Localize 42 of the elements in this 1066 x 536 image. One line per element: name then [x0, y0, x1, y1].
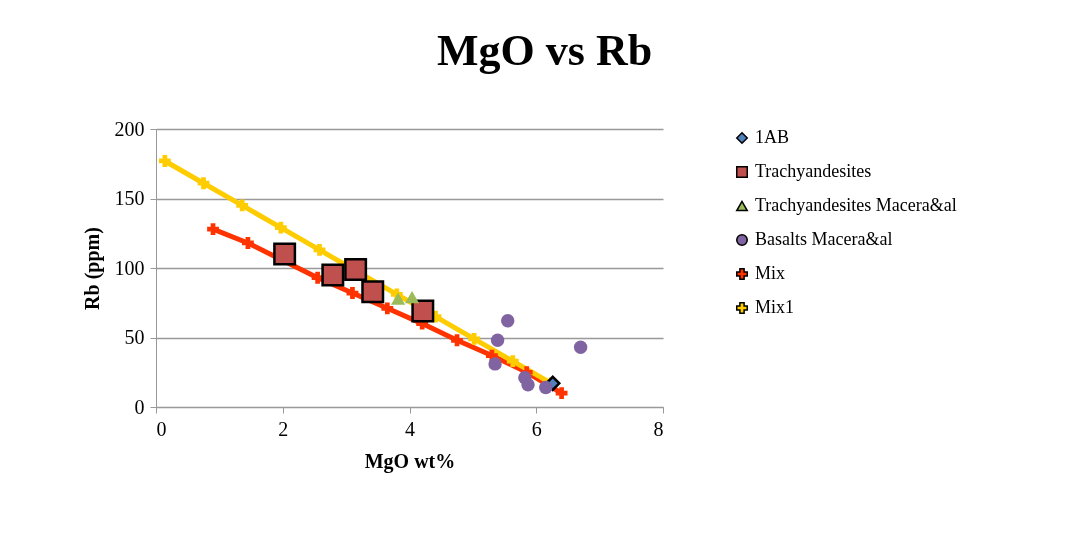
legend-label: Trachyandesites Macera&al: [755, 195, 957, 215]
point: [468, 332, 481, 345]
point: [391, 292, 406, 305]
point: [411, 299, 435, 323]
chart-title: MgO vs Rb: [437, 26, 653, 75]
point: [236, 199, 249, 212]
x-tick-label: 8: [653, 417, 664, 440]
legend-label: Mix: [755, 263, 786, 283]
point: [321, 263, 345, 287]
point: [313, 244, 326, 256]
x-tick-label: 6: [531, 417, 542, 440]
x-tick-label: 2: [278, 417, 289, 440]
point: [521, 378, 535, 392]
legend-label: 1AB: [755, 127, 790, 147]
legend-label: Mix1: [755, 297, 795, 317]
point: [346, 287, 359, 299]
point: [539, 380, 553, 395]
point: [381, 302, 394, 315]
y-tick-label: 100: [114, 256, 145, 279]
x-tick-label: 0: [156, 417, 167, 440]
point: [404, 291, 420, 304]
point: [555, 387, 568, 400]
y-tick-label: 150: [114, 187, 145, 209]
point: [451, 334, 463, 347]
y-tick-label: 200: [114, 117, 145, 140]
point: [573, 340, 588, 354]
y-axis-title: Rb (ppm): [80, 227, 104, 310]
x-tick-label: 4: [405, 417, 415, 440]
point: [488, 357, 502, 371]
point: [273, 242, 297, 266]
point: [274, 221, 287, 234]
point: [490, 333, 505, 347]
point: [197, 177, 210, 190]
point: [344, 257, 368, 281]
y-tick-label: 50: [124, 326, 145, 348]
y-tick-label: 0: [134, 395, 145, 418]
legend-label: Trachyandesites: [755, 161, 872, 181]
x-axis-title: MgO wt%: [364, 449, 456, 473]
point: [361, 280, 385, 304]
point: [501, 314, 515, 328]
legend-label: Basalts Macera&al: [755, 229, 893, 249]
point: [506, 355, 519, 368]
